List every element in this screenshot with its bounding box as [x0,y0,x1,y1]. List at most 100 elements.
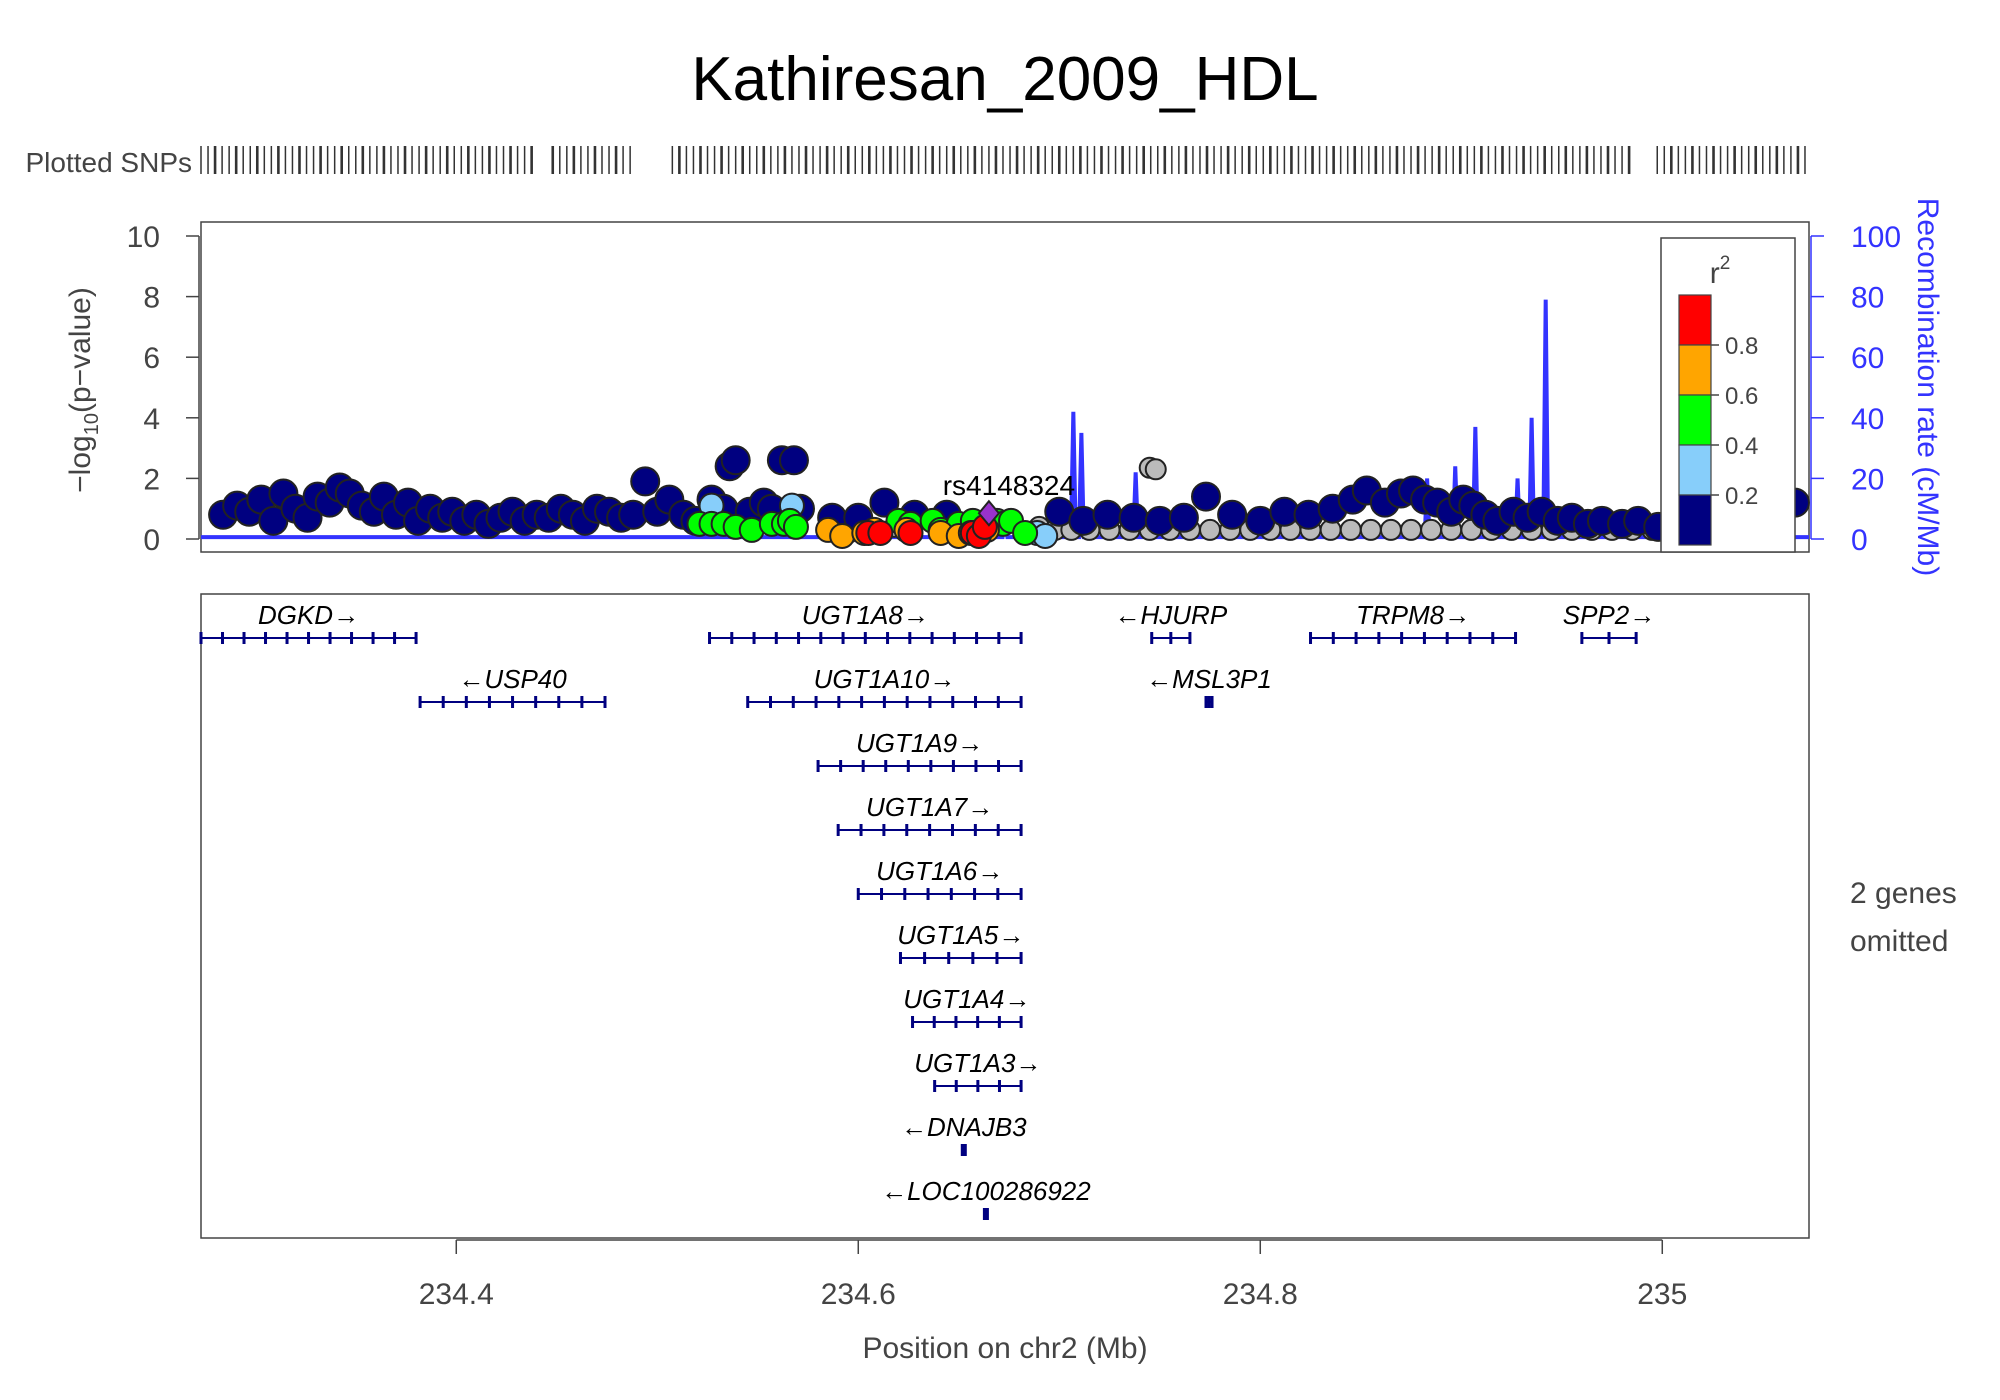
gene-exon [898,952,902,964]
y-axis-right-tick-label: 80 [1851,282,1884,315]
gene-exon [1210,696,1214,708]
y-axis-left-tick-label: 0 [143,524,160,557]
gene-panel-frame [200,593,1810,1239]
y-axis-left-label-sub: 10 [81,413,103,435]
gene-exon [350,632,354,644]
gene-exon [1204,696,1208,708]
snp-point-unknown-ld [1144,458,1167,481]
snp-point-r2-0.8-1 [867,519,894,546]
gene-exon [996,824,1000,836]
gene-exon [951,760,955,772]
gene-exon [487,696,491,708]
gene-exon [997,1080,1001,1092]
y-axis-left-label-prefix: −log [64,435,97,493]
gene-exon [1491,632,1495,644]
x-axis-tick-label: 234.4 [419,1278,494,1311]
gene-exon [954,1080,958,1092]
gene-exon [242,632,246,644]
gene-exon [976,1016,980,1028]
gene-exon [886,632,890,644]
gene-exon [1150,632,1154,644]
gene-exon [974,696,978,708]
snp-point-r2-0.4-0.6 [1012,519,1039,546]
y-axis-right-tick-label: 60 [1851,342,1884,375]
gene-exon [952,632,956,644]
gene-exon [951,696,955,708]
x-axis-label: Position on chr2 (Mb) [862,1332,1147,1365]
gene-exon [933,1080,937,1092]
gene-label: UGT1A10→ [814,664,956,694]
gene-exon [1019,632,1023,644]
legend-break-label: 0.8 [1725,333,1758,360]
y-axis-left: 0 2 4 6 8 10 [127,221,200,557]
gene-exon [814,696,818,708]
gene-exon [414,632,418,644]
gene-exon [932,1016,936,1028]
x-axis-tick-label: 234.6 [821,1278,896,1311]
r2-legend: r2 0.8 0.6 0.4 0.2 [1660,237,1796,553]
snp-point-unknown-ld [1359,518,1382,541]
legend-swatch [1678,494,1712,546]
legend-title: r2 [1710,253,1731,290]
gene-exon [974,760,978,772]
snp-point-r2-0-0.2 [1168,502,1199,533]
gene-exon [1019,888,1023,900]
legend-title-sup: 2 [1720,253,1731,274]
y-axis-left-label: −log10(p−value) [64,287,103,493]
gene-exon [819,632,823,644]
gene-label: ←DNAJB3 [901,1112,1027,1142]
snp-point-r2-0-0.2 [1191,481,1221,512]
gene-exon [418,696,422,708]
gene-label: ←USP40 [458,664,567,694]
legend-swatch [1678,394,1712,446]
gene-exon [1634,632,1638,644]
gene-exon [1019,824,1023,836]
legend-break-label: 0.2 [1725,483,1758,510]
gene-label: ←MSL3P1 [1146,664,1272,694]
gene-exon [859,824,863,836]
legend-break-label: 0.6 [1725,383,1758,410]
legend-swatch [1678,294,1712,346]
gene-exon [975,632,979,644]
gene-exon [1514,632,1518,644]
gene-exon [996,888,1000,900]
gene-exon [199,632,203,644]
y-axis-left-tick-label: 8 [143,282,160,315]
snp-point-unknown-ld [1339,518,1362,541]
snp-point-r2-0-0.2 [630,466,661,497]
gene-exon [884,760,888,772]
gene-panel: DGKD→ UGT1A8→ ←HJURP TRPM8→ SPP2→ ←USP40 UGT1A… [199,593,1810,1239]
gene-exon [836,824,840,836]
genes-layer: DGKD→ UGT1A8→ ←HJURP TRPM8→ SPP2→ ←USP40 UGT1A… [199,600,1656,1220]
gene-exon [511,696,515,708]
gene-label: UGT1A9→ [856,728,983,758]
gene-exon [441,696,445,708]
gene-exon [995,952,999,964]
gene-exon [841,632,845,644]
gene-exon [861,760,865,772]
y-axis-left-tick-label: 2 [143,463,160,496]
genes-omitted-note-line-2: omitted [1850,925,1948,958]
gene-label: UGT1A8→ [802,600,929,630]
gene-label: UGT1A5→ [897,920,1024,950]
gene-label: UGT1A4→ [903,984,1030,1014]
gene-label: SPP2→ [1563,600,1656,630]
gene-exon [949,888,953,900]
x-axis-tick-label: 235 [1637,1278,1687,1311]
gene-exon [371,632,375,644]
gene-exon [1019,1080,1023,1092]
legend-break-label: 0.4 [1725,433,1758,460]
gene-exon [926,888,930,900]
gene-exon [905,824,909,836]
gene-exon [746,696,750,708]
legend-color-scale: 0.8 0.6 0.4 0.2 [1678,294,1758,546]
gene-exon [928,696,932,708]
y-axis-right-tick-label: 0 [1851,524,1868,557]
gene-exon [603,696,607,708]
gene-exon [1377,632,1381,644]
gene-exon [769,696,772,708]
gene-exon [1445,632,1449,644]
gene-label: ←HJURP [1114,600,1227,630]
gene-exon [908,632,912,644]
